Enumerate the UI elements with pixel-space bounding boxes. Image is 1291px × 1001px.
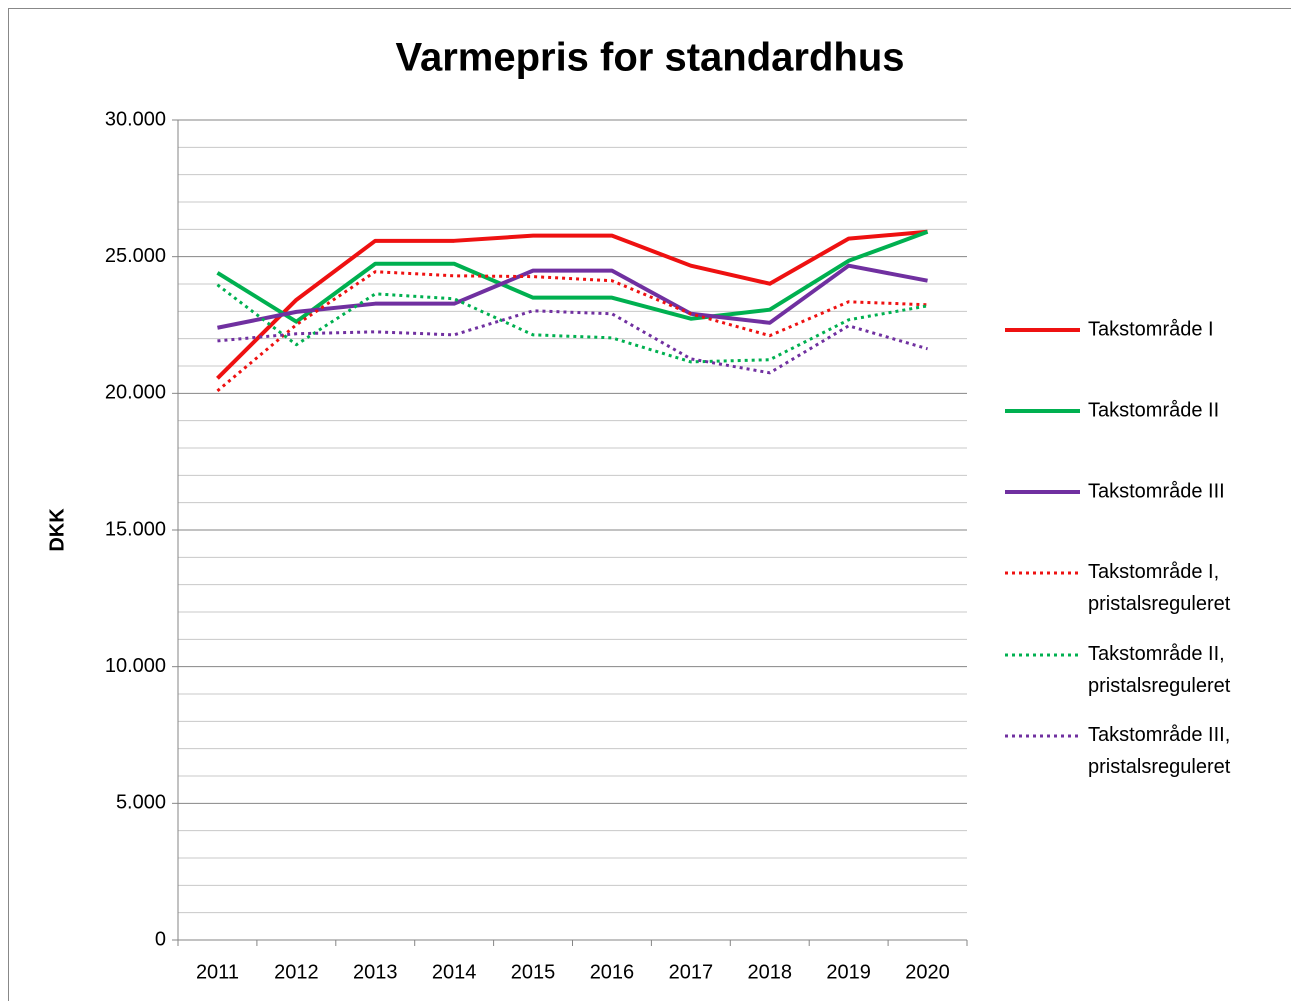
legend-label: Takstområde III	[1088, 480, 1225, 502]
chart-border	[8, 8, 1291, 1001]
y-tick-label: 0	[155, 928, 166, 950]
x-tick-label: 2012	[274, 961, 319, 983]
x-tick-label: 2020	[905, 961, 950, 983]
x-tick-label: 2019	[826, 961, 871, 983]
y-tick-label: 30.000	[105, 108, 166, 130]
y-tick-label: 10.000	[105, 655, 166, 677]
legend-label: Takstområde I	[1088, 318, 1214, 340]
series-line	[217, 309, 928, 375]
chart-title: Varmepris for standardhus	[395, 36, 904, 80]
series-line	[217, 263, 928, 330]
y-tick-label: 20.000	[105, 382, 166, 404]
legend-label: Takstområde II, pristalsreguleret	[1088, 643, 1231, 697]
y-tick-label: 15.000	[105, 518, 166, 540]
x-tick-label: 2011	[196, 961, 239, 983]
series-line	[216, 229, 929, 324]
series-line	[216, 270, 928, 393]
x-tick-label: 2014	[432, 961, 477, 983]
legend-label: Takstområde I, pristalsreguleret	[1088, 561, 1231, 615]
x-tick-label: 2015	[511, 961, 556, 983]
y-tick-label: 25.000	[105, 245, 166, 267]
x-tick-label: 2013	[353, 961, 398, 983]
x-tick-label: 2017	[669, 961, 714, 983]
y-tick-label: 5.000	[116, 792, 166, 814]
legend-label: Takstområde III, pristalsreguleret	[1088, 724, 1231, 778]
y-axis-label: DKK	[46, 508, 68, 552]
legend-label: Takstområde II	[1088, 399, 1219, 421]
x-tick-label: 2016	[590, 961, 635, 983]
x-tick-label: 2018	[748, 961, 793, 983]
series-line	[216, 229, 928, 380]
